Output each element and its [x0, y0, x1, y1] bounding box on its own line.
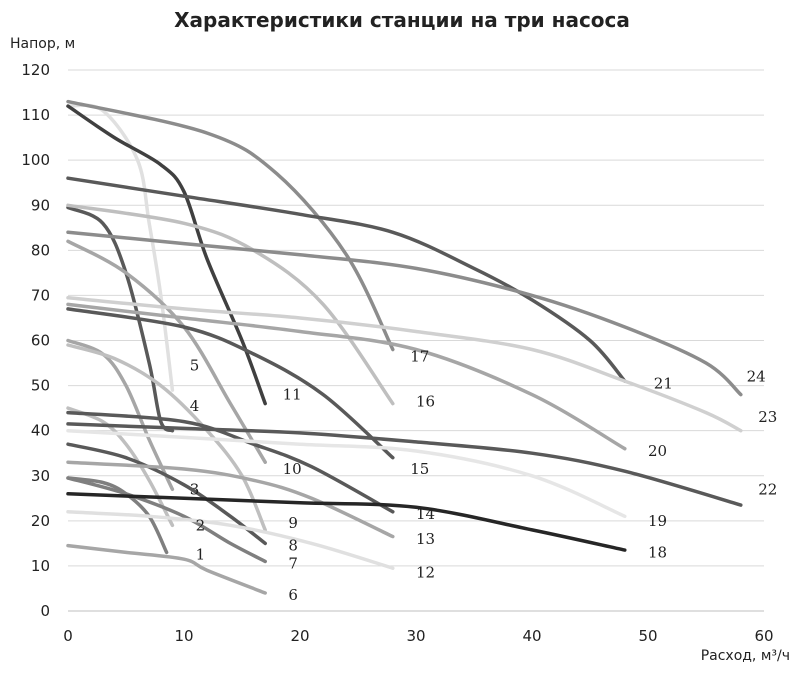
- curve-label-24: 24: [747, 368, 766, 386]
- pump-curve-21: [66, 176, 627, 383]
- chart-title: Характеристики станции на три насоса: [174, 8, 630, 32]
- pump-curve-7: [66, 476, 267, 564]
- y-tick-label: 100: [21, 151, 50, 169]
- y-tick-label: 10: [31, 557, 50, 575]
- curve-label-12: 12: [416, 564, 435, 582]
- y-tick-label: 60: [31, 332, 50, 350]
- pump-curve-15: [66, 307, 395, 460]
- y-tick-label: 80: [31, 241, 50, 259]
- x-tick-label: 40: [522, 627, 541, 645]
- series-layer: [66, 99, 743, 595]
- curve-label-5: 5: [190, 356, 200, 374]
- pump-curve-24: [66, 230, 743, 397]
- pump-curve-20: [66, 302, 627, 451]
- y-tick-label: 30: [31, 467, 50, 485]
- y-tick-label: 40: [31, 422, 50, 440]
- curve-label-2: 2: [196, 516, 206, 534]
- curve-label-8: 8: [288, 537, 298, 555]
- curve-label-4: 4: [190, 397, 200, 415]
- curve-label-20: 20: [648, 442, 667, 460]
- curve-label-9: 9: [288, 514, 298, 532]
- x-tick-label: 30: [406, 627, 425, 645]
- pump-curve-19: [66, 428, 627, 519]
- pump-curve-3: [66, 338, 175, 492]
- curve-label-7: 7: [288, 555, 298, 573]
- pump-curve-6: [66, 543, 267, 595]
- pump-curve-18: [66, 492, 627, 552]
- curve-label-21: 21: [654, 374, 673, 392]
- grid-layer: [68, 69, 764, 612]
- curve-label-3: 3: [190, 480, 200, 498]
- pump-curve-17: [66, 99, 395, 352]
- x-tick-label: 10: [174, 627, 193, 645]
- y-tick-label: 90: [31, 196, 50, 214]
- x-tick-label: 20: [290, 627, 309, 645]
- curve-label-10: 10: [283, 460, 302, 478]
- y-tick-label: 20: [31, 512, 50, 530]
- pump-curve-13: [66, 460, 395, 539]
- pump-curve-16: [66, 203, 395, 406]
- y-axis-label: Напор, м: [10, 36, 75, 52]
- pump-curve-12: [66, 510, 395, 570]
- curve-label-19: 19: [648, 512, 667, 530]
- pump-curve-14: [66, 410, 395, 514]
- y-tick-label: 50: [31, 377, 50, 395]
- y-tick-label: 70: [31, 286, 50, 304]
- pump-curve-23: [66, 295, 743, 433]
- curve-label-14: 14: [416, 505, 435, 523]
- curve-label-13: 13: [416, 530, 435, 548]
- curve-label-15: 15: [410, 460, 429, 478]
- x-tick-label: 50: [638, 627, 657, 645]
- pump-curve-8: [66, 442, 267, 546]
- y-tick-label: 120: [21, 61, 50, 79]
- x-axis-label: Расход, м³/ч: [701, 648, 790, 664]
- curve-label-22: 22: [758, 480, 777, 498]
- x-tick-label: 60: [754, 627, 773, 645]
- y-tick-label: 110: [21, 106, 50, 124]
- y-tick-label: 0: [40, 602, 50, 620]
- pump-curve-22: [66, 422, 743, 507]
- curve-label-17: 17: [410, 347, 429, 365]
- curve-label-23: 23: [758, 408, 777, 426]
- pump-curve-2: [66, 406, 175, 528]
- x-tick-label: 0: [63, 627, 73, 645]
- curve-label-11: 11: [283, 386, 302, 404]
- curve-label-16: 16: [416, 392, 435, 410]
- curve-label-6: 6: [288, 586, 298, 604]
- curve-label-1: 1: [196, 546, 206, 564]
- curve-label-18: 18: [648, 543, 667, 561]
